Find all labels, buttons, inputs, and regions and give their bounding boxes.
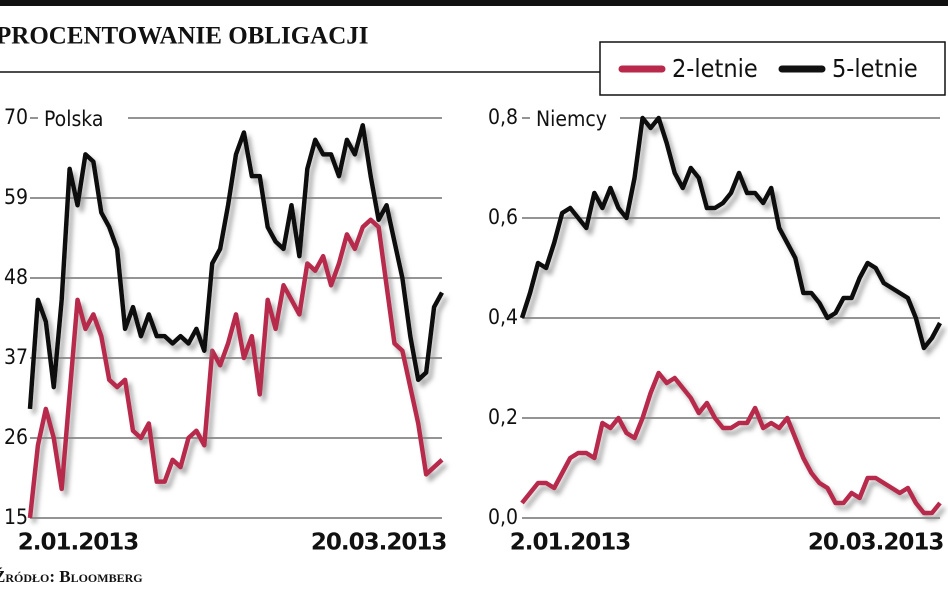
panel-title-bg bbox=[530, 102, 620, 134]
y-tick-label: 15 bbox=[4, 505, 28, 529]
series-line bbox=[27, 217, 444, 519]
series-line bbox=[27, 123, 444, 410]
legend-label: 5-letnie bbox=[832, 54, 918, 83]
series-line bbox=[519, 115, 942, 351]
x-tick-label: 2.01.2013 bbox=[18, 530, 139, 556]
y-tick-label: 37 bbox=[4, 345, 28, 369]
y-tick-label: 0,4 bbox=[488, 305, 518, 329]
legend-label: 2-letnie bbox=[672, 54, 758, 83]
y-tick-label: 70 bbox=[4, 105, 28, 129]
page-title: PROCENTOWANIE OBLIGACJI bbox=[0, 23, 369, 50]
top-bar bbox=[0, 0, 948, 6]
panel-title: Niemcy bbox=[536, 107, 607, 131]
y-tick-label: 0,2 bbox=[488, 405, 518, 429]
panel-title-bg bbox=[38, 102, 128, 134]
panel-title: Polska bbox=[44, 107, 103, 131]
x-tick-label: 20.03.2013 bbox=[808, 530, 944, 556]
y-tick-label: 0,0 bbox=[488, 505, 518, 529]
source: Źródło: Bloomberg bbox=[0, 567, 143, 586]
x-tick-label: 20.03.2013 bbox=[311, 530, 447, 556]
y-tick-label: 48 bbox=[4, 265, 28, 289]
y-tick-label: 0,8 bbox=[488, 105, 518, 129]
x-tick-label: 2.01.2013 bbox=[510, 530, 631, 556]
legend-box bbox=[599, 41, 946, 96]
series-line bbox=[520, 370, 942, 516]
y-tick-label: 0,6 bbox=[488, 205, 518, 229]
y-tick-label: 59 bbox=[4, 185, 28, 209]
y-tick-label: 26 bbox=[4, 425, 28, 449]
